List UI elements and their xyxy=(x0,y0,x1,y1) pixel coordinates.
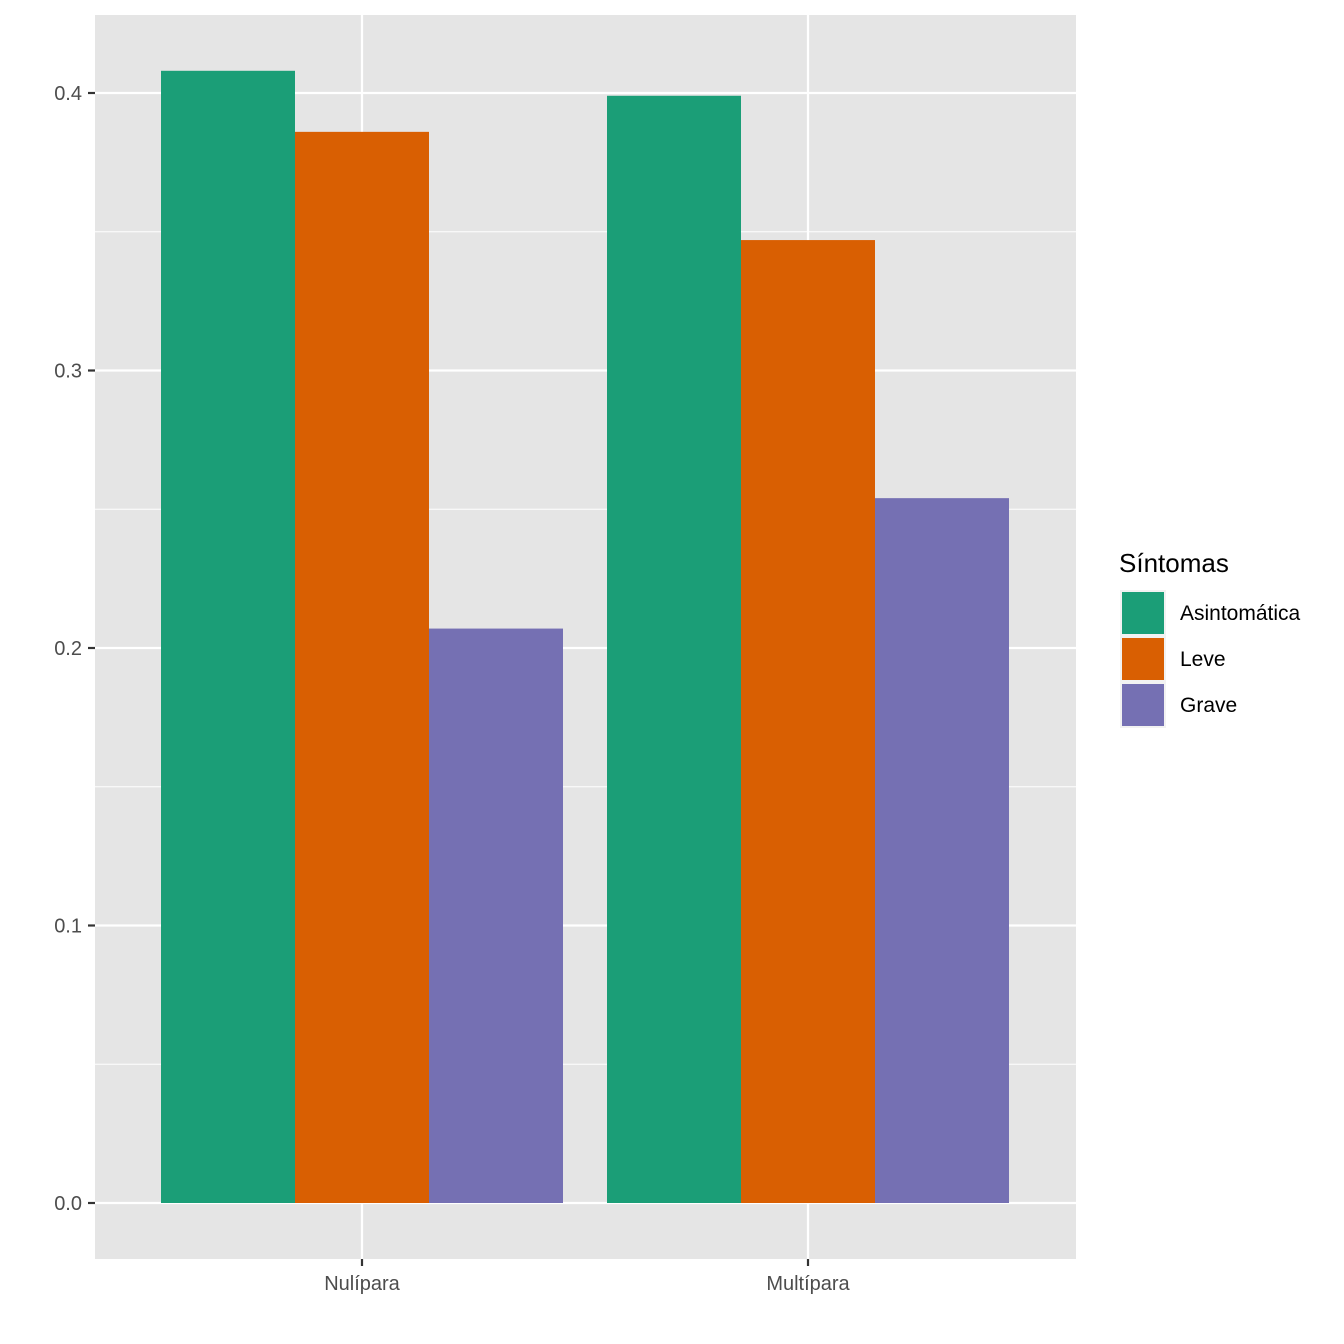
bar-asintomática-1 xyxy=(161,70,295,1203)
y-tick-label: 0.1 xyxy=(54,916,82,938)
bar-asintomática-2 xyxy=(607,95,741,1203)
x-axis: Nulípara Multípara xyxy=(324,1259,851,1295)
y-tick-label: 0.4 xyxy=(54,83,82,105)
legend-label: Asintomática xyxy=(1180,602,1301,625)
bar-grave-2 xyxy=(875,498,1009,1203)
legend-label: Leve xyxy=(1180,648,1226,671)
bar-leve-1 xyxy=(295,131,429,1204)
x-tick-label: Multípara xyxy=(766,1273,850,1295)
bars xyxy=(161,70,1009,1204)
legend-label: Grave xyxy=(1180,694,1237,717)
legend-key-leve xyxy=(1122,638,1164,680)
y-tick-label: 0.0 xyxy=(54,1193,82,1215)
y-tick-label: 0.3 xyxy=(54,361,82,383)
legend-key-grave xyxy=(1122,684,1164,726)
y-axis: 0.0 0.1 0.2 0.3 0.4 xyxy=(54,83,95,1215)
legend-key-asintomática xyxy=(1122,592,1164,634)
legend-title: Síntomas xyxy=(1119,548,1229,578)
x-tick-label: Nulípara xyxy=(324,1273,400,1295)
bar-leve-2 xyxy=(741,240,875,1203)
legend: Síntomas Asintomática Leve Grave xyxy=(1119,548,1301,728)
y-tick-label: 0.2 xyxy=(54,638,82,660)
bar-grave-1 xyxy=(429,628,563,1203)
